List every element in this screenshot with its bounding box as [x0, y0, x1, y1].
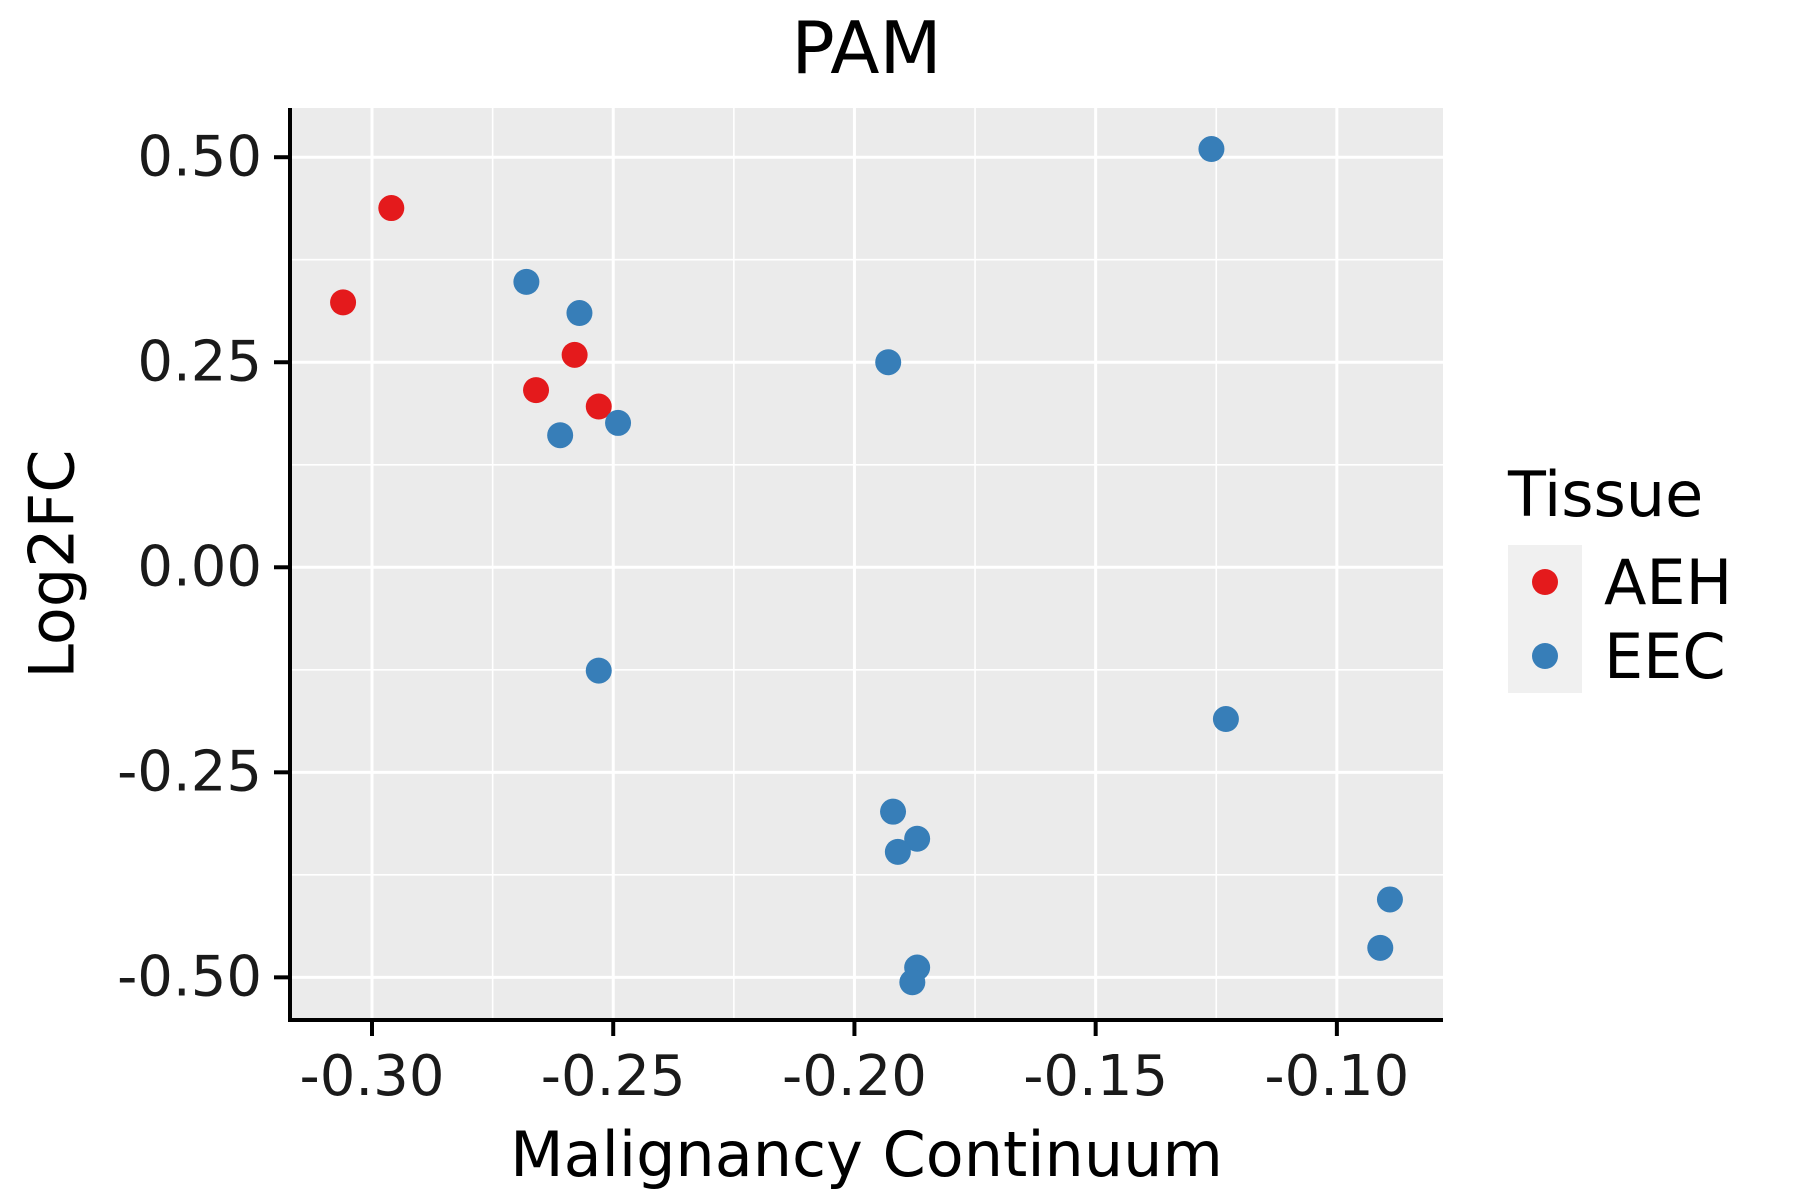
data-point-aeh [585, 393, 612, 420]
y-tick-label: 0.00 [137, 534, 262, 600]
panel-background [290, 108, 1443, 1020]
y-tick-label: 0.25 [137, 329, 262, 395]
data-point-aeh [378, 195, 405, 222]
eec-dot-icon [1532, 643, 1558, 669]
legend-key-aeh [1508, 545, 1582, 619]
data-point-eec [904, 825, 931, 852]
y-tick-label: -0.25 [117, 739, 262, 805]
legend-entry-eec: EEC [1508, 619, 1732, 693]
legend-label-aeh: AEH [1604, 545, 1733, 619]
x-tick-label: -0.10 [1264, 1044, 1410, 1109]
data-point-eec [875, 349, 902, 376]
legend: Tissue AEH EEC [1508, 458, 1732, 693]
legend-entry-aeh: AEH [1508, 545, 1732, 619]
data-point-aeh [561, 341, 588, 368]
data-point-eec [547, 422, 574, 449]
legend-label-eec: EEC [1604, 619, 1726, 693]
data-point-eec [884, 838, 911, 865]
data-point-eec [1367, 934, 1394, 961]
data-point-eec [566, 300, 593, 327]
y-tick-label: -0.50 [117, 944, 262, 1010]
data-point-eec [880, 798, 907, 825]
x-tick-label: -0.25 [540, 1044, 686, 1109]
data-point-aeh [523, 377, 550, 404]
data-point-eec [1212, 706, 1239, 733]
aeh-dot-icon [1532, 569, 1558, 595]
data-point-eec [1198, 136, 1225, 163]
x-tick-label: -0.30 [299, 1044, 445, 1109]
data-point-eec [605, 409, 632, 436]
y-tick-label: 0.50 [137, 124, 262, 190]
data-point-eec [585, 657, 612, 684]
plot-title: PAM [791, 6, 942, 90]
legend-key-eec [1508, 619, 1582, 693]
data-point-eec [513, 268, 540, 295]
x-tick-label: -0.15 [1023, 1044, 1169, 1109]
data-point-eec [899, 969, 926, 996]
legend-title: Tissue [1508, 458, 1704, 531]
data-point-aeh [330, 289, 357, 316]
data-point-eec [1376, 886, 1403, 913]
y-axis-title: Log2FC [15, 449, 89, 679]
x-axis-title: Malignancy Continuum [510, 1118, 1223, 1191]
x-tick-label: -0.20 [781, 1044, 927, 1109]
